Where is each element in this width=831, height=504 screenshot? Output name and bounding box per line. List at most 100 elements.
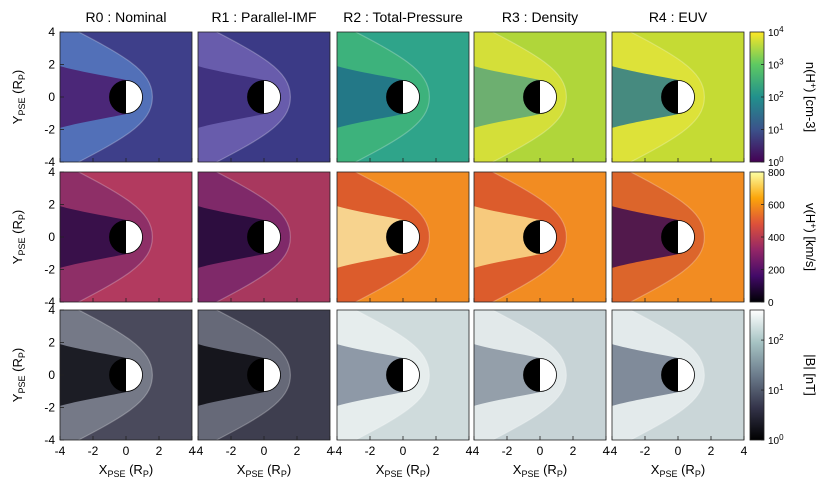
y-tick-label: 4: [48, 165, 55, 179]
planet-disk: [247, 220, 281, 254]
wake-region: [60, 344, 126, 406]
wake-region: [60, 66, 126, 128]
planet-disk: [247, 80, 281, 114]
planet-disk: [523, 80, 557, 114]
planet-dayside: [678, 80, 695, 114]
heatmap-panel: [197, 171, 331, 303]
colorbar-tick-label: 104: [768, 25, 784, 39]
planet-disk: [386, 80, 420, 114]
y-tick-label: 2: [48, 336, 55, 350]
planet-dayside: [540, 358, 557, 392]
planet-disk: [109, 80, 143, 114]
planet-nightside: [661, 80, 678, 114]
x-tick-label: -2: [365, 444, 376, 458]
planet-dayside: [540, 220, 557, 254]
planet-disk: [661, 358, 695, 392]
planet-disk: [109, 358, 143, 392]
planet-nightside: [661, 220, 678, 254]
colorbar-tick-label: 0: [768, 298, 774, 309]
planet-nightside: [247, 220, 264, 254]
planet-nightside: [247, 80, 264, 114]
planet-dayside: [403, 358, 420, 392]
heatmap-panel: [197, 309, 331, 441]
x-tick-label: 4: [466, 444, 473, 458]
colorbar-label: n(H+) [cm-3]: [803, 62, 818, 132]
column-title: R2 : Total-Pressure: [343, 9, 463, 25]
x-tick-label: 4: [189, 444, 196, 458]
x-tick-label: -2: [502, 444, 513, 458]
x-tick-label: -2: [88, 444, 99, 458]
x-tick-label: 0: [123, 444, 130, 458]
planet-dayside: [540, 80, 557, 114]
y-tick-label: -2: [44, 263, 55, 277]
x-axis-label: XPSE (RP): [651, 462, 705, 479]
heatmap-panel: [473, 309, 607, 441]
x-tick-label: 0: [400, 444, 407, 458]
x-tick-label: 0: [261, 444, 268, 458]
colorbar-tick-label: 101: [768, 383, 784, 397]
y-tick-label: -4: [44, 155, 55, 169]
planet-dayside: [678, 220, 695, 254]
x-axis-label: XPSE (RP): [376, 462, 430, 479]
column-title: R3 : Density: [502, 9, 578, 25]
y-axis-label: YPSE (RP): [10, 210, 27, 264]
colorbar-tick-label: 101: [768, 123, 784, 137]
planet-disk: [523, 220, 557, 254]
planet-dayside: [126, 220, 143, 254]
colorbar-tick-label: 800: [768, 168, 785, 179]
planet-nightside: [386, 80, 403, 114]
bow-shock: [629, 32, 706, 162]
planet-dayside: [126, 358, 143, 392]
x-axis-label: XPSE (RP): [237, 462, 291, 479]
bow-shock: [77, 310, 154, 440]
heatmap-panel: [473, 31, 607, 163]
y-tick-label: -4: [44, 295, 55, 309]
y-tick-label: -4: [44, 433, 55, 447]
heatmap-panel: [336, 309, 470, 441]
bow-shock: [629, 172, 706, 302]
planet-dayside: [264, 358, 281, 392]
colorbar-tick-label: 100: [768, 433, 784, 447]
planet-nightside: [386, 358, 403, 392]
planet-disk: [386, 358, 420, 392]
x-tick-label: -4: [193, 444, 204, 458]
x-tick-label: -2: [640, 444, 651, 458]
planet-nightside: [109, 358, 126, 392]
bow-shock: [215, 310, 292, 440]
x-tick-label: 0: [675, 444, 682, 458]
colorbar-gradient: [749, 309, 765, 441]
bow-shock: [354, 172, 431, 302]
x-tick-label: 2: [708, 444, 715, 458]
planet-nightside: [523, 80, 540, 114]
bow-shock: [77, 32, 154, 162]
wake-region: [474, 344, 540, 406]
bow-shock: [491, 32, 568, 162]
planet-nightside: [523, 220, 540, 254]
planet-dayside: [264, 80, 281, 114]
bow-shock: [215, 32, 292, 162]
y-axis-label: YPSE (RP): [10, 348, 27, 402]
y-tick-label: 2: [48, 198, 55, 212]
x-tick-label: 0: [537, 444, 544, 458]
column-title: R1 : Parallel-IMF: [211, 9, 316, 25]
heatmap-panel: [336, 31, 470, 163]
planet-nightside: [109, 220, 126, 254]
bow-shock: [215, 172, 292, 302]
x-tick-label: 2: [156, 444, 163, 458]
colorbar: 100 101 102 |B| [nT]: [749, 309, 818, 447]
bow-shock: [354, 32, 431, 162]
planet-disk: [661, 80, 695, 114]
colorbar-tick-label: 103: [768, 58, 784, 72]
bow-shock: [629, 310, 706, 440]
x-axis-label: XPSE (RP): [513, 462, 567, 479]
planet-disk: [661, 220, 695, 254]
planet-dayside: [403, 220, 420, 254]
planet-dayside: [126, 80, 143, 114]
planet-disk: [386, 220, 420, 254]
column-title: R0 : Nominal: [86, 9, 167, 25]
planet-disk: [247, 358, 281, 392]
colorbars: 100 101 102 103 104 n(H+) [cm-3] 0 200 400 600 800…: [749, 25, 818, 447]
x-tick-label: 4: [327, 444, 334, 458]
heatmap-panel: [473, 171, 607, 303]
